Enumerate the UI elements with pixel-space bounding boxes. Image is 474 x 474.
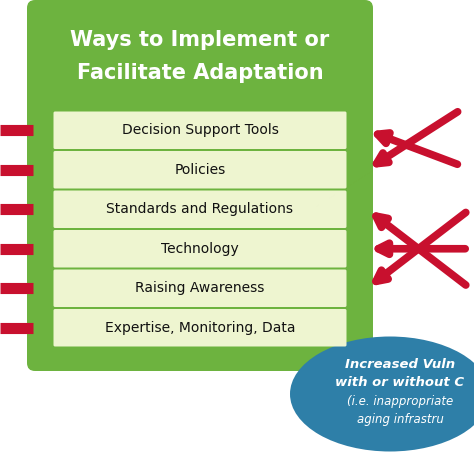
Text: Technology: Technology <box>161 242 239 256</box>
FancyBboxPatch shape <box>54 270 346 307</box>
Ellipse shape <box>290 337 474 452</box>
Text: Decision Support Tools: Decision Support Tools <box>121 123 278 137</box>
Text: aging infrastru: aging infrastru <box>356 413 444 427</box>
Text: (i.e. inappropriate: (i.e. inappropriate <box>347 395 453 409</box>
Text: Raising Awareness: Raising Awareness <box>135 281 264 295</box>
FancyBboxPatch shape <box>54 230 346 267</box>
Text: Policies: Policies <box>174 163 226 177</box>
FancyBboxPatch shape <box>54 191 346 228</box>
Text: Expertise, Monitoring, Data: Expertise, Monitoring, Data <box>105 321 295 335</box>
FancyBboxPatch shape <box>54 111 346 149</box>
FancyBboxPatch shape <box>54 151 346 189</box>
Text: Facilitate Adaptation: Facilitate Adaptation <box>77 63 323 83</box>
Text: Standards and Regulations: Standards and Regulations <box>107 202 293 216</box>
Text: Increased Vuln: Increased Vuln <box>345 357 455 371</box>
FancyBboxPatch shape <box>54 309 346 346</box>
Text: Ways to Implement or: Ways to Implement or <box>70 30 329 50</box>
Text: with or without C: with or without C <box>336 375 465 389</box>
FancyBboxPatch shape <box>27 0 373 371</box>
